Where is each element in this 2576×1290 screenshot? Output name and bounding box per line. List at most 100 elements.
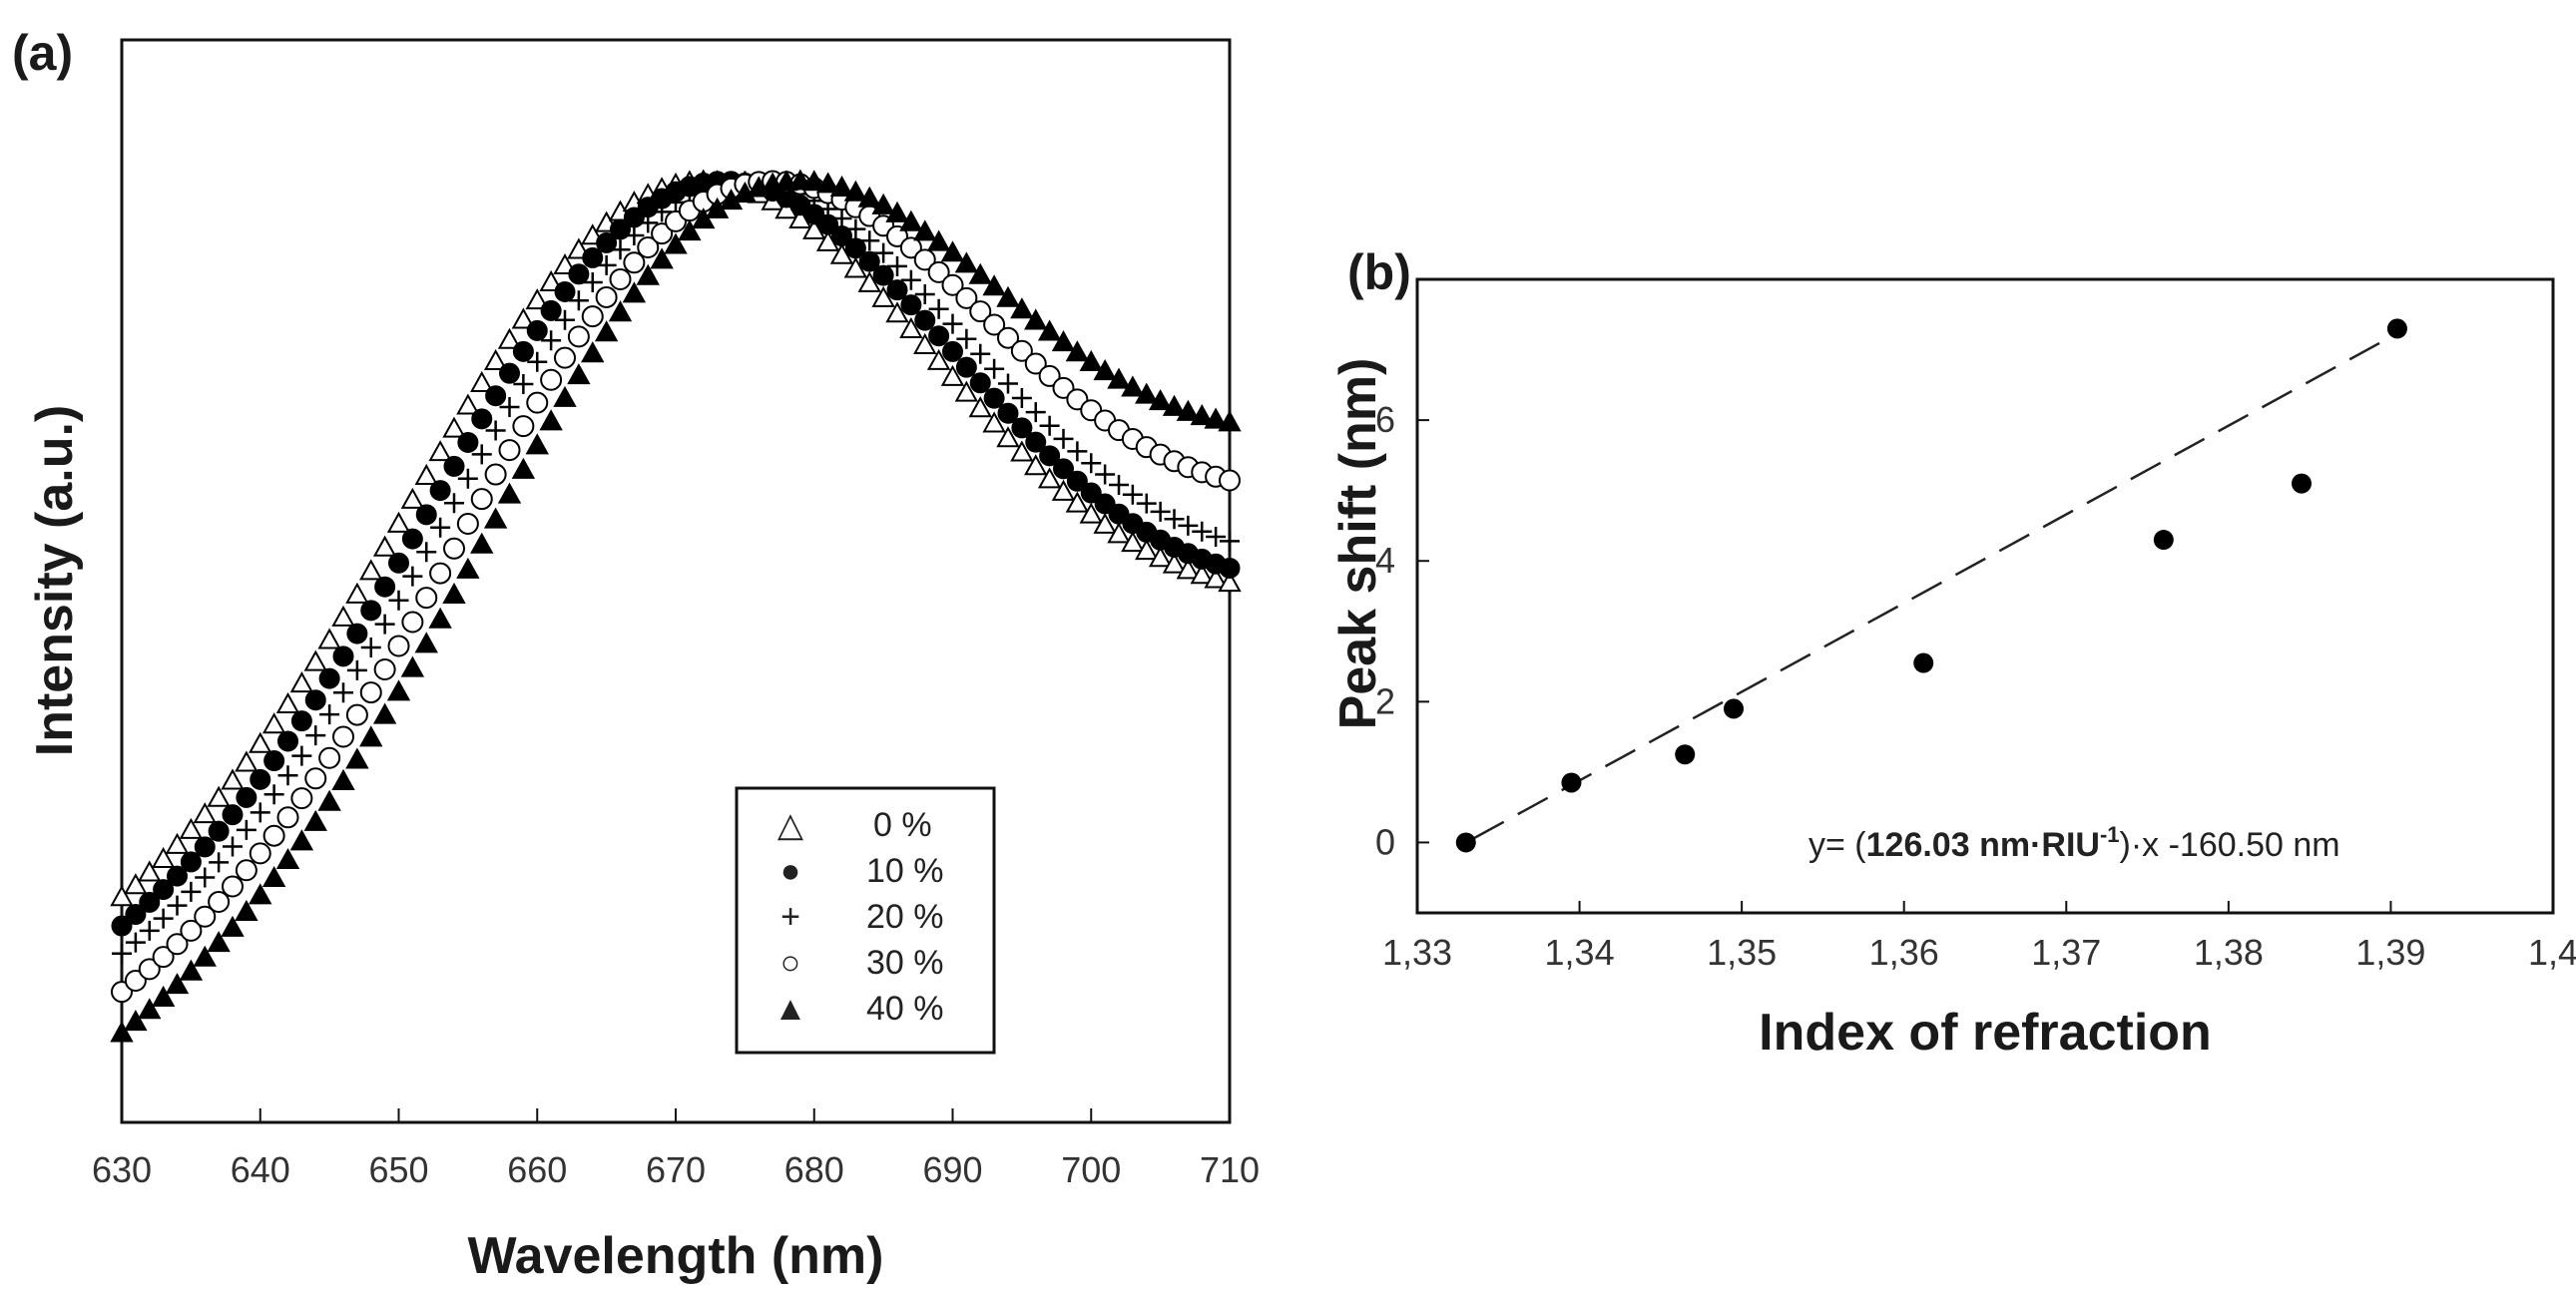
data-point xyxy=(899,316,923,339)
data-point xyxy=(1025,402,1046,423)
data-point xyxy=(442,416,466,438)
data-point xyxy=(457,431,479,453)
data-point xyxy=(457,468,478,489)
data-point xyxy=(428,607,452,629)
data-point xyxy=(235,899,258,921)
data-point xyxy=(1079,502,1103,524)
data-point xyxy=(346,623,368,645)
data-point xyxy=(815,172,840,194)
data-point xyxy=(110,1021,134,1043)
data-point xyxy=(1150,501,1171,522)
x-tick: 710 xyxy=(1200,1108,1260,1190)
data-point xyxy=(970,343,991,364)
data-point xyxy=(400,487,425,509)
data-point xyxy=(526,391,549,414)
data-point xyxy=(443,455,465,477)
fit-equation-slope: 126.03 nm·RIU xyxy=(1866,826,2100,864)
data-point xyxy=(940,364,965,386)
x-tick-label: 690 xyxy=(922,1149,982,1190)
data-point xyxy=(179,817,204,839)
data-point xyxy=(400,655,425,677)
data-point xyxy=(111,915,133,937)
data-point xyxy=(138,998,162,1020)
data-point xyxy=(428,440,452,462)
fit-equation-prefix: y= ( xyxy=(1808,826,1866,864)
data-point xyxy=(1218,410,1242,432)
data-point xyxy=(956,328,977,349)
data-point xyxy=(927,260,950,283)
data-point xyxy=(250,802,270,823)
data-point xyxy=(471,408,493,430)
data-point xyxy=(499,396,520,417)
data-point xyxy=(513,373,534,394)
data-point xyxy=(955,286,978,309)
data-point xyxy=(1220,531,1240,552)
data-point xyxy=(429,562,452,585)
data-point xyxy=(1122,484,1143,505)
data-point xyxy=(235,750,258,772)
data-point xyxy=(276,806,299,829)
data-point xyxy=(263,750,285,772)
y-tick-label: 4 xyxy=(1375,540,1395,581)
data-point xyxy=(968,396,992,418)
data-point xyxy=(2153,530,2174,551)
data-point xyxy=(359,681,382,704)
data-point xyxy=(899,210,923,231)
panel-b-plot-frame xyxy=(1415,277,2555,915)
data-point xyxy=(318,667,340,689)
data-point xyxy=(345,747,369,769)
panel-a-label: (a) xyxy=(12,25,73,81)
data-point xyxy=(1011,417,1033,439)
data-point xyxy=(166,933,189,956)
data-point xyxy=(470,532,494,554)
x-tick-label: 1,4 xyxy=(2528,932,2576,973)
data-point xyxy=(1095,464,1116,485)
x-tick-label: 1,36 xyxy=(1869,932,1939,973)
data-point xyxy=(899,236,922,259)
data-point xyxy=(1024,308,1048,330)
data-point xyxy=(857,270,881,292)
data-point xyxy=(595,285,618,308)
x-tick: 640 xyxy=(231,1108,290,1190)
panel-b-y-axis-title: Peak shift (nm) xyxy=(1329,358,1387,730)
data-point xyxy=(1093,512,1117,534)
data-point xyxy=(372,702,397,724)
data-point xyxy=(609,267,632,290)
data-point xyxy=(539,409,563,431)
data-point xyxy=(650,247,674,269)
data-point xyxy=(250,768,271,790)
data-point xyxy=(331,605,355,627)
data-point xyxy=(497,482,522,504)
data-point xyxy=(360,600,382,622)
data-point xyxy=(470,370,494,392)
data-point xyxy=(304,689,326,711)
data-point xyxy=(208,890,231,913)
panel-b-x-axis-title: Index of refraction xyxy=(1759,1004,2212,1062)
panel-a-x-axis-title: Wavelength (nm) xyxy=(468,1227,884,1285)
data-point xyxy=(996,285,1020,307)
data-point xyxy=(982,411,1006,433)
panel-b-x-ticks: 1,33 1,34 1,35 1,36 1,37 1,38 1,39 1,4 xyxy=(1382,901,2576,973)
x-tick-label: 630 xyxy=(92,1149,152,1190)
data-point xyxy=(692,208,716,229)
data-point xyxy=(303,649,327,671)
x-tick: 690 xyxy=(922,1108,983,1190)
series-2 xyxy=(112,171,1240,964)
fit-line xyxy=(1473,332,2398,840)
data-point xyxy=(582,271,603,292)
x-tick-label: 710 xyxy=(1200,1149,1260,1190)
x-tick: 670 xyxy=(646,1108,706,1190)
data-point xyxy=(221,915,245,937)
data-point xyxy=(1121,375,1145,397)
data-point xyxy=(167,865,188,887)
data-point xyxy=(386,679,411,701)
data-point xyxy=(181,881,202,902)
data-point xyxy=(1190,404,1214,426)
data-point xyxy=(1136,493,1157,514)
data-point xyxy=(386,511,411,533)
data-point xyxy=(1107,367,1131,389)
data-point xyxy=(885,301,909,323)
panel-b-y-ticks: 0 2 4 6 xyxy=(1375,399,1429,862)
data-point xyxy=(596,231,618,253)
